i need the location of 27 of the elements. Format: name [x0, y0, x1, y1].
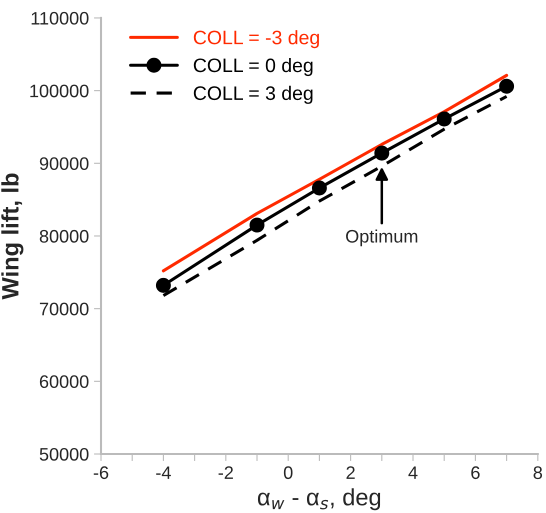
x-tick-label: 4 — [408, 466, 418, 479]
x-tick-label: -2 — [218, 466, 233, 479]
annotation: Optimum — [346, 229, 418, 246]
y-tick-label: 50000 — [40, 448, 89, 461]
y-tick-label: 70000 — [40, 302, 89, 316]
point — [250, 218, 264, 233]
point — [156, 278, 171, 293]
y-tick-label: 100000 — [30, 84, 89, 98]
y-tick-label: 60000 — [40, 375, 89, 388]
y-tick-label: 90000 — [40, 157, 89, 170]
x-tick-label: -6 — [94, 466, 108, 480]
x-tick-label: -4 — [156, 466, 171, 479]
y-axis-title: Wing lift, lb — [1, 173, 24, 300]
legend-label: COLL = 3 deg — [194, 86, 312, 104]
point — [499, 78, 514, 94]
x-tick-label: 6 — [471, 466, 480, 480]
x-axis-title: α$_{w}$ - α$_{s}$, deg — [258, 488, 380, 510]
point — [436, 112, 452, 126]
legend-label: COLL = 0 deg — [194, 58, 312, 76]
x-tick-label: 8 — [534, 466, 542, 480]
legend-label: COLL = -3 deg — [194, 30, 319, 48]
y-tick-label: 110000 — [32, 12, 89, 25]
x-tick-label: 2 — [346, 466, 355, 479]
y-tick-label: 80000 — [40, 230, 89, 243]
point — [312, 180, 327, 196]
x-tick-label: 0 — [284, 466, 293, 480]
point — [374, 146, 390, 161]
